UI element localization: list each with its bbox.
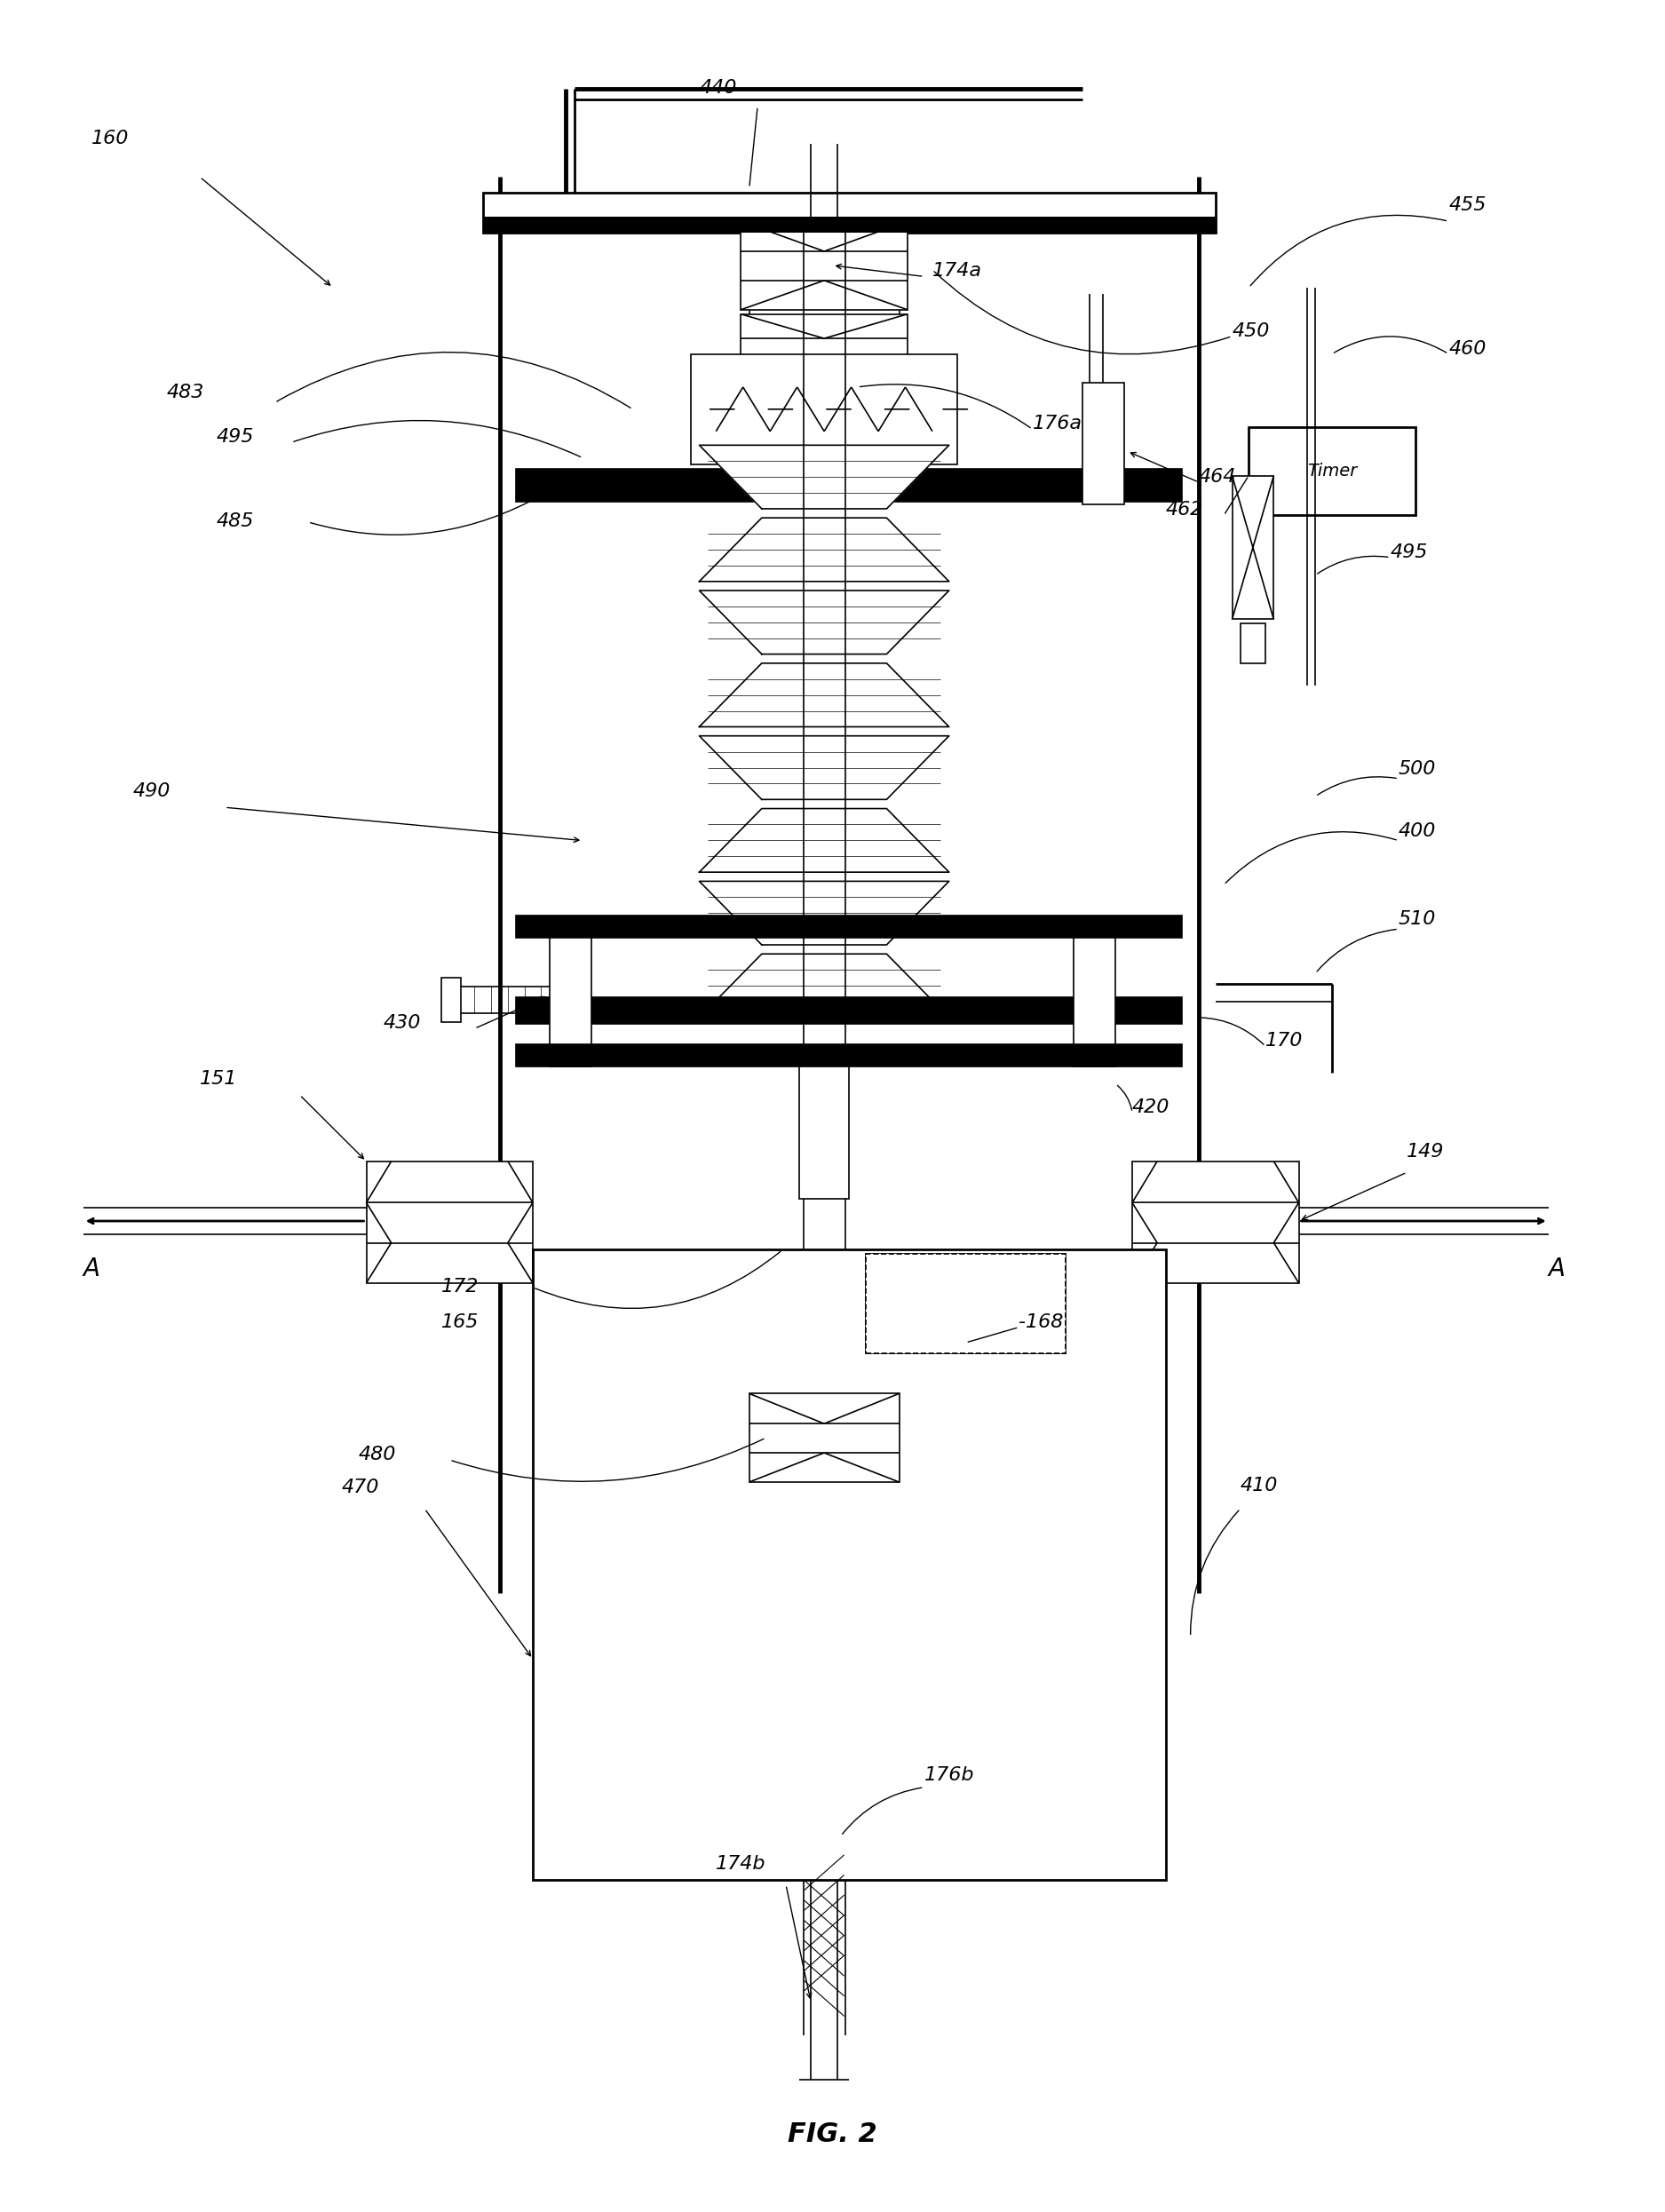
Bar bbox=[1249, 427, 1415, 515]
Bar bbox=[741, 314, 907, 398]
Bar bbox=[866, 1254, 1066, 1354]
Text: 430: 430 bbox=[383, 1015, 421, 1033]
Polygon shape bbox=[699, 880, 949, 945]
Text: 485: 485 bbox=[216, 513, 255, 531]
Text: 160: 160 bbox=[92, 131, 130, 148]
Text: 495: 495 bbox=[216, 429, 255, 447]
Text: 420: 420 bbox=[1132, 1099, 1170, 1117]
Bar bbox=[1132, 1161, 1299, 1283]
Text: 165: 165 bbox=[441, 1314, 480, 1332]
Text: FIG. 2: FIG. 2 bbox=[788, 2121, 877, 2148]
Polygon shape bbox=[749, 243, 899, 354]
Text: 450: 450 bbox=[1232, 323, 1270, 341]
Bar bbox=[549, 933, 591, 1066]
Bar bbox=[441, 978, 461, 1022]
Polygon shape bbox=[699, 591, 949, 655]
Text: 464: 464 bbox=[1199, 469, 1237, 487]
Bar bbox=[516, 1044, 1182, 1066]
Text: 174a: 174a bbox=[932, 263, 982, 281]
Polygon shape bbox=[699, 810, 949, 872]
Bar bbox=[483, 192, 1215, 232]
Text: 151: 151 bbox=[200, 1071, 238, 1088]
Polygon shape bbox=[699, 518, 949, 582]
Bar bbox=[866, 1254, 1066, 1354]
Text: 483: 483 bbox=[166, 385, 205, 403]
Polygon shape bbox=[699, 445, 949, 509]
Text: 172: 172 bbox=[441, 1279, 480, 1296]
Bar bbox=[691, 354, 957, 465]
Bar bbox=[1240, 624, 1265, 664]
Text: 174b: 174b bbox=[716, 1856, 766, 1874]
Text: 400: 400 bbox=[1399, 823, 1437, 841]
Bar bbox=[366, 1161, 533, 1283]
Bar bbox=[749, 1394, 899, 1482]
Text: 490: 490 bbox=[133, 783, 171, 801]
Polygon shape bbox=[699, 737, 949, 799]
Text: A: A bbox=[83, 1256, 100, 1281]
Polygon shape bbox=[699, 953, 949, 1018]
Text: Timer: Timer bbox=[1307, 462, 1357, 480]
Bar bbox=[516, 998, 1182, 1024]
Bar bbox=[1232, 476, 1274, 619]
Bar bbox=[516, 916, 1182, 938]
Bar bbox=[1074, 933, 1116, 1066]
Text: 470: 470 bbox=[341, 1480, 380, 1498]
Bar bbox=[516, 469, 1182, 502]
Text: 176a: 176a bbox=[1032, 416, 1082, 434]
Text: 410: 410 bbox=[1240, 1478, 1279, 1495]
Text: 510: 510 bbox=[1399, 911, 1437, 929]
Polygon shape bbox=[699, 664, 949, 728]
Text: 460: 460 bbox=[1449, 341, 1487, 358]
Text: 176b: 176b bbox=[924, 1767, 974, 1785]
Text: 495: 495 bbox=[1390, 544, 1429, 562]
Text: 440: 440 bbox=[699, 80, 738, 97]
Text: 149: 149 bbox=[1407, 1144, 1445, 1161]
Text: 455: 455 bbox=[1449, 197, 1487, 215]
Text: 480: 480 bbox=[358, 1447, 396, 1464]
Text: 462: 462 bbox=[1166, 502, 1204, 520]
Bar bbox=[1082, 383, 1124, 504]
Text: 500: 500 bbox=[1399, 761, 1437, 779]
Bar bbox=[483, 217, 1215, 232]
Text: A: A bbox=[1548, 1256, 1565, 1281]
Bar bbox=[741, 221, 907, 310]
Bar bbox=[799, 1066, 849, 1199]
Bar bbox=[533, 1250, 1166, 1880]
Text: -168: -168 bbox=[1019, 1314, 1064, 1332]
Text: 170: 170 bbox=[1265, 1033, 1304, 1051]
